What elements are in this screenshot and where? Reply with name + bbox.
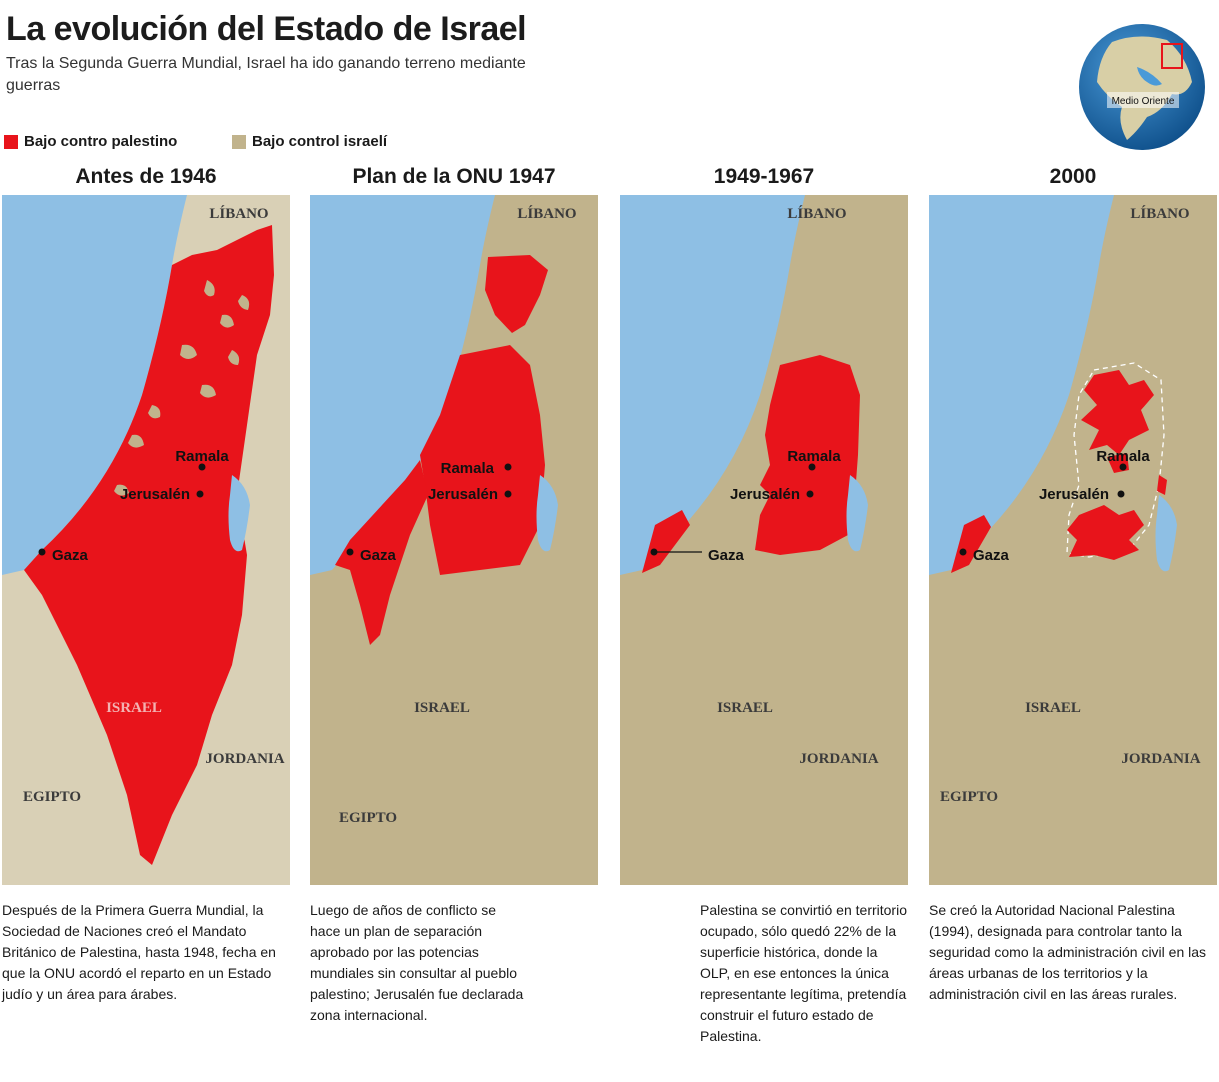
city-dot-gaza (959, 548, 967, 556)
label-jordan: JORDANIA (1121, 751, 1200, 767)
city-dot-jerusalem (1117, 490, 1125, 498)
city-dot-ramala (504, 463, 512, 471)
panel-description: Palestina se convirtió en territorio ocu… (700, 902, 907, 1044)
panel-title: Plan de la ONU 1947 (352, 165, 556, 188)
city-gaza: Gaza (52, 547, 89, 564)
palestinian-area-south (1067, 505, 1144, 560)
city-dot-gaza (346, 548, 354, 556)
label-israel: ISRAEL (717, 700, 773, 716)
page-title: La evolución del Estado de Israel (6, 10, 527, 48)
panel-description: Se creó la Autoridad Nacional Palestina … (929, 902, 1207, 1002)
dead-sea (536, 475, 558, 552)
map-1949-1967: LÍBANO ISRAEL JORDANIA Ramala Jerusalén … (620, 195, 908, 885)
label-israel: ISRAEL (1025, 700, 1081, 716)
palestinian-area-galilee (485, 255, 548, 333)
dead-sea (1155, 495, 1177, 572)
label-lebanon: LÍBANO (787, 205, 846, 222)
city-jerusalem: Jerusalén (120, 486, 190, 503)
city-jerusalem: Jerusalén (428, 486, 498, 503)
sea (310, 195, 495, 575)
dead-sea (228, 475, 250, 552)
legend-swatch-tan (232, 134, 246, 149)
label-israel: ISRAEL (106, 700, 162, 716)
label-lebanon: LÍBANO (209, 205, 268, 222)
legend-item-israeli: Bajo control israelí (232, 133, 387, 150)
city-dot-jerusalem (196, 490, 204, 498)
label-egypt: EGIPTO (339, 810, 397, 826)
panel-title: 1949-1967 (713, 165, 815, 188)
city-gaza: Gaza (708, 547, 745, 564)
panel-title: Antes de 1946 (75, 165, 217, 188)
palestinian-area-north (1081, 370, 1154, 455)
city-ramala: Ramala (787, 448, 841, 465)
map-2000: LÍBANO ISRAEL JORDANIA EGIPTO Ramala Jer… (929, 195, 1217, 885)
city-dot-jerusalem (806, 490, 814, 498)
sea (2, 195, 187, 575)
palestinian-area-gaza (642, 510, 690, 573)
sea (929, 195, 1114, 575)
map-1946: LÍBANO ISRAEL JORDANIA EGIPTO Ramala Jer… (2, 195, 290, 885)
palestinian-area-gaza (951, 515, 991, 573)
palestinian-area-fragments (1107, 453, 1167, 495)
legend-item-palestinian: Bajo contro palestino (4, 133, 177, 150)
city-dot-ramala (808, 463, 816, 471)
label-lebanon: LÍBANO (517, 205, 576, 222)
city-ramala: Ramala (441, 460, 495, 477)
legend-swatch-red (4, 134, 18, 149)
legend-label-palestinian: Bajo contro palestino (24, 133, 178, 150)
page-subtitle: Tras la Segunda Guerra Mundial, Israel h… (6, 55, 526, 94)
label-egypt: EGIPTO (940, 789, 998, 805)
label-jordan: JORDANIA (205, 751, 284, 767)
palestinian-area-gaza (335, 460, 428, 645)
map-1947: LÍBANO ISRAEL EGIPTO Ramala Jerusalén Ga… (310, 195, 598, 885)
label-egypt: EGIPTO (23, 789, 81, 805)
globe-icon: Medio Oriente (1079, 24, 1205, 150)
dead-sea (846, 475, 868, 552)
legend-label-israeli: Bajo control israelí (252, 133, 388, 150)
city-jerusalem: Jerusalén (1039, 486, 1109, 503)
sea (620, 195, 805, 575)
city-dot-ramala (1119, 463, 1127, 471)
city-ramala: Ramala (175, 448, 229, 465)
city-dot-jerusalem (504, 490, 512, 498)
city-dot-ramala (198, 463, 206, 471)
city-dot-gaza (38, 548, 46, 556)
panel-description: Después de la Primera Guerra Mundial, la… (2, 902, 276, 1002)
city-gaza: Gaza (360, 547, 397, 564)
palestinian-area-westbank (755, 355, 860, 555)
city-gaza: Gaza (973, 547, 1010, 564)
label-jordan: JORDANIA (799, 751, 878, 767)
palestinian-area (24, 225, 274, 865)
globe-label: Medio Oriente (1112, 96, 1175, 107)
panel-description: Luego de años de conflicto se hace un pl… (310, 902, 524, 1023)
city-ramala: Ramala (1096, 448, 1150, 465)
label-israel: ISRAEL (414, 700, 470, 716)
city-jerusalem: Jerusalén (730, 486, 800, 503)
label-lebanon: LÍBANO (1130, 205, 1189, 222)
panel-title: 2000 (1049, 165, 1097, 188)
palestinian-area-westbank (420, 345, 545, 575)
